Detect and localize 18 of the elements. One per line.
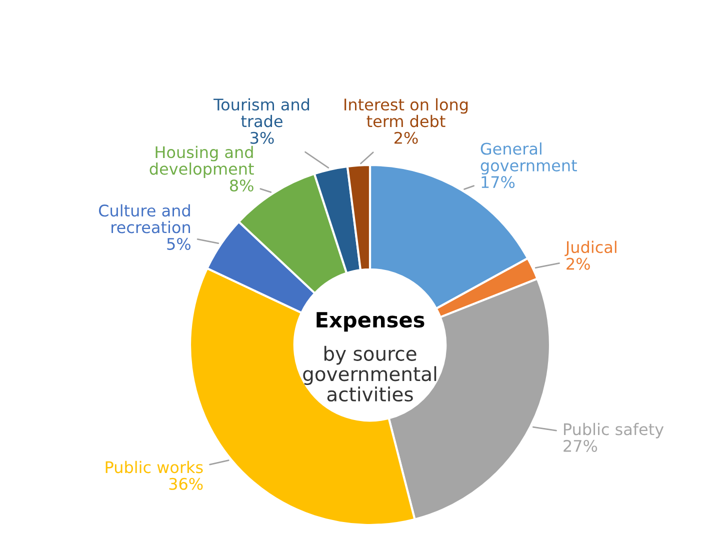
data-label: 8% — [230, 179, 254, 192]
data-label: 2% — [566, 258, 590, 270]
slice-label: Judical — [564, 240, 616, 256]
data-label: 5% — [167, 238, 190, 250]
slice-label: Public works — [106, 460, 203, 474]
data-label: 3% — [250, 132, 274, 144]
slice-label: Housing and development — [150, 146, 254, 178]
slice-label: Public safety — [564, 422, 664, 438]
text: Expenses — [316, 312, 424, 332]
data-label: 27% — [564, 440, 598, 452]
slice-label: Culture and recreation — [98, 204, 190, 234]
data-label: 2% — [394, 132, 418, 144]
slice-label: Interest on long term debt — [344, 98, 468, 128]
slice-label: General government — [480, 142, 577, 175]
text: by source governmental activities — [303, 346, 436, 402]
data-label: 17% — [482, 176, 515, 188]
slice-label: Tourism and trade — [213, 98, 310, 128]
data-label: 36% — [169, 478, 203, 490]
